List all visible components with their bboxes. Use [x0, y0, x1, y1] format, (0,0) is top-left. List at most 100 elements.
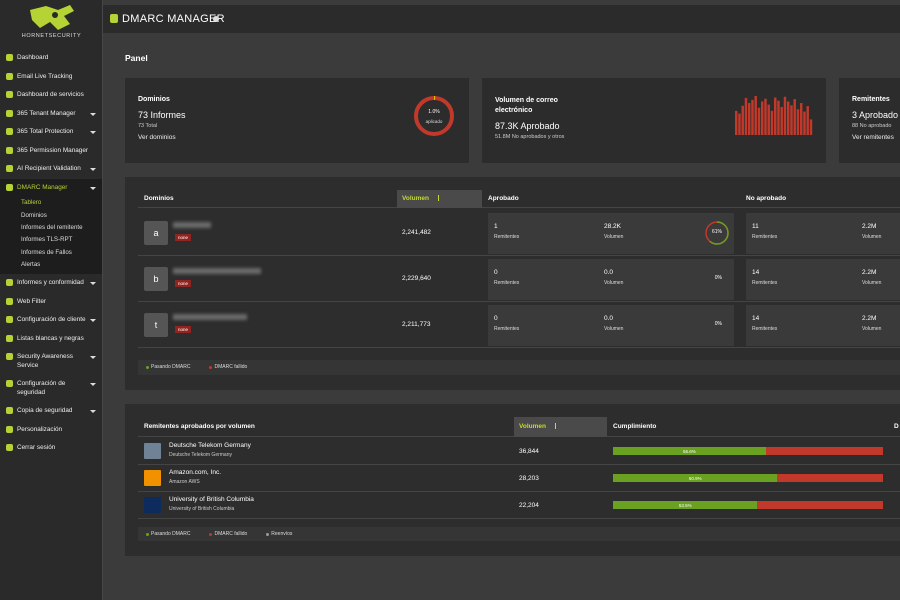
menu-label[interactable]: Configuración de seguridad — [17, 380, 66, 396]
card-main: 87.3K Aprobado — [495, 121, 560, 131]
row-separator — [138, 347, 900, 348]
compliance-label: 53.5% — [678, 502, 692, 508]
column-header[interactable]: Remitentes aprobados por volumen — [144, 423, 255, 430]
column-header[interactable]: D — [894, 423, 899, 430]
column-header[interactable]: Cumplimiento — [613, 423, 657, 430]
compliance-pass — [613, 501, 758, 509]
menu-label[interactable]: Copia de seguridad — [17, 407, 73, 415]
menu-label[interactable]: 365 Permission Manager — [17, 146, 89, 154]
column-header[interactable]: Volumen — [519, 423, 546, 430]
volume: 28,203 — [519, 475, 539, 482]
menu-icon — [6, 109, 13, 117]
column-header[interactable]: No aprobado — [746, 195, 787, 202]
senders-count: 11 — [752, 223, 759, 230]
menu-item[interactable]: 365 Permission Manager — [0, 142, 102, 161]
menu-label[interactable]: Configuración de cliente — [17, 316, 86, 324]
legend-dot — [146, 533, 149, 536]
volume: 2,241,482 — [402, 229, 431, 236]
card-sub: 88 No aprobado — [852, 123, 892, 129]
donut — [414, 96, 454, 136]
menu-item[interactable]: Email Live Tracking — [0, 68, 102, 87]
menu-item[interactable]: Personalización — [0, 421, 102, 440]
page-title: Panel — [125, 53, 148, 63]
rate-label: 61% — [711, 229, 722, 235]
volume-bar — [780, 106, 783, 135]
domains-card: Dominios 73 Informes 73 Total Ver dominios 1… — [125, 78, 469, 163]
chevron — [90, 356, 96, 360]
submenu-item[interactable]: Informes del remitente — [21, 223, 83, 231]
menu-label[interactable]: AI Recipient Validation — [17, 165, 81, 172]
submenu-item[interactable]: Alertas — [21, 261, 41, 269]
menu-label[interactable]: Dashboard de servicios — [17, 91, 84, 98]
card-title: Volumen de correo electrónico — [495, 97, 558, 114]
brand: HORNETSECURITY — [21, 33, 82, 39]
menu-item[interactable]: Dashboard de servicios — [0, 86, 102, 105]
menu-item[interactable]: Dashboard — [0, 49, 102, 68]
menu-icon — [6, 316, 13, 324]
legend-dot — [146, 366, 149, 369]
menu-label[interactable]: 365 Total Protection — [17, 128, 74, 135]
volume-value: 2.2M — [862, 223, 877, 230]
menu-label[interactable]: 365 Tenant Manager — [17, 109, 76, 117]
menu-label[interactable]: Security Awareness Service — [17, 353, 74, 369]
menu-item[interactable]: AI Recipient Validation — [0, 160, 102, 179]
menu-item[interactable]: Copia de seguridad — [0, 402, 102, 421]
menu-item[interactable]: Configuración de seguridad — [0, 375, 102, 402]
menu-icon — [6, 297, 13, 305]
legend-label: Pasando DMARC — [151, 364, 191, 370]
sender-org: Amazon AWS — [169, 479, 200, 485]
chevron — [90, 319, 96, 323]
legend-dot — [209, 366, 213, 369]
senders-count: 14 — [752, 269, 760, 276]
volume-bar — [738, 113, 741, 135]
volume-bar — [783, 96, 787, 135]
volume-bar — [800, 103, 803, 135]
submenu-item[interactable]: Dominios — [21, 211, 47, 219]
menu-item[interactable]: Listas blancas y negras — [0, 330, 102, 349]
column-header[interactable]: Dominios — [144, 195, 174, 202]
logo — [30, 5, 74, 30]
menu-item[interactable]: DMARC Manager — [0, 178, 102, 197]
volume-bar — [774, 97, 777, 135]
senders-count: 14 — [752, 315, 760, 322]
menu-item[interactable]: Informes y conformidad — [0, 274, 102, 293]
menu-item[interactable]: Web Filter — [0, 293, 102, 312]
menu-item[interactable]: Security Awareness Service — [0, 348, 102, 375]
volume-caption: Volumen — [862, 326, 882, 332]
submenu-item[interactable]: Tablero — [21, 199, 42, 207]
menu-label[interactable]: Listas blancas y negras — [17, 334, 84, 342]
domain-name-blurred — [173, 222, 211, 228]
volume-caption: Volumen — [604, 280, 624, 286]
menu-icon — [6, 146, 13, 154]
donut-rest — [414, 96, 454, 136]
card-link[interactable]: Ver remitentes — [852, 134, 894, 141]
volume-bar — [809, 119, 813, 135]
domain-name-blurred — [173, 268, 261, 274]
menu-item[interactable]: Cerrar sesión — [0, 439, 102, 458]
card-link[interactable]: Ver dominios — [138, 134, 176, 141]
submenu-item[interactable]: Informes TLS-RPT — [21, 236, 73, 244]
sender-org: University of British Columbia — [169, 506, 235, 512]
volume-card: Volumen de correo electrónico 87.3K Aprob… — [482, 78, 826, 163]
column-header[interactable]: Volumen — [402, 195, 429, 202]
menu-label[interactable]: Dashboard — [17, 54, 49, 61]
menu-item[interactable]: 365 Total Protection — [0, 123, 102, 142]
legend-label: Pasando DMARC — [151, 531, 191, 537]
menu-item[interactable]: Configuración de cliente — [0, 311, 102, 330]
menu-icon — [6, 91, 13, 98]
menu-label[interactable]: Email Live Tracking — [17, 72, 73, 80]
menu-label[interactable]: Web Filter — [17, 297, 47, 305]
volume: 22,204 — [519, 502, 539, 509]
volume-bar — [770, 110, 774, 135]
submenu: Tablero Dominios Informes del remitente Inf… — [0, 197, 102, 275]
info-icon[interactable] — [213, 16, 219, 22]
menu-label[interactable]: Personalización — [17, 425, 63, 433]
menu-icon — [6, 183, 13, 191]
menu-label[interactable]: DMARC Manager — [17, 183, 68, 191]
chevron — [90, 131, 96, 134]
submenu-item[interactable]: Informes de Fallos — [21, 248, 72, 256]
menu-label[interactable]: Cerrar sesión — [17, 444, 56, 452]
menu-label[interactable]: Informes y conformidad — [17, 279, 84, 287]
menu-item[interactable]: 365 Tenant Manager — [0, 105, 102, 124]
column-header[interactable]: Aprobado — [488, 195, 519, 202]
